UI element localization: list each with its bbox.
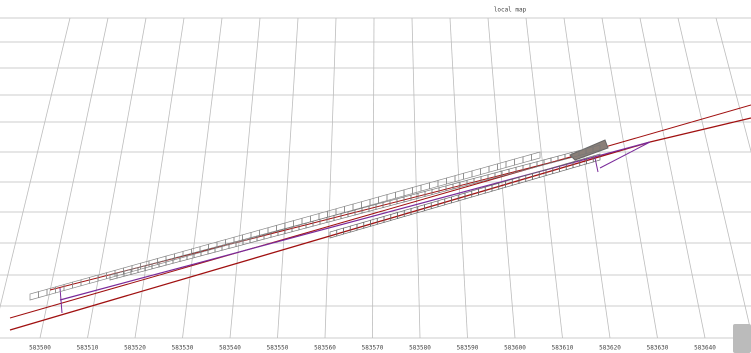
box <box>464 171 473 179</box>
box <box>532 152 541 160</box>
map-view: local map 583500 583510 583520 583530 583540… <box>0 0 751 353</box>
grid-line <box>602 18 658 338</box>
x-tick-label: 583510 <box>77 345 99 352</box>
lane-line <box>10 105 751 318</box>
box <box>421 183 430 191</box>
x-tick-label: 583590 <box>457 345 479 352</box>
grid-line <box>183 18 223 338</box>
box <box>523 154 532 162</box>
lane-line <box>60 142 650 300</box>
grid-line <box>325 18 336 338</box>
x-tick-label: 583540 <box>219 345 241 352</box>
grid-line <box>450 18 468 338</box>
box <box>413 185 422 193</box>
grid <box>0 18 751 338</box>
x-tick-label: 583610 <box>552 345 574 352</box>
grid-line <box>488 18 515 338</box>
box <box>515 157 524 165</box>
grid-line <box>678 18 751 338</box>
x-tick-label: 583600 <box>504 345 526 352</box>
x-axis: 583500 583510 583520 583530 583540 583550 5835… <box>29 345 716 352</box>
grid-line <box>230 18 260 338</box>
x-tick-label: 583580 <box>409 345 431 352</box>
x-tick-label: 583640 <box>694 345 716 352</box>
grid-line <box>373 18 375 338</box>
grid-line <box>278 18 299 338</box>
x-tick-label: 583550 <box>267 345 289 352</box>
box <box>39 289 48 297</box>
box <box>404 188 413 196</box>
box <box>498 161 507 169</box>
box <box>336 206 345 214</box>
grid-line <box>640 18 705 338</box>
grid-line <box>716 18 751 338</box>
box <box>47 287 56 295</box>
grid-line <box>564 18 610 338</box>
box <box>455 173 464 181</box>
box <box>447 176 456 184</box>
box <box>396 190 405 198</box>
box <box>175 251 184 259</box>
x-tick-label: 583620 <box>599 345 621 352</box>
grid-line <box>135 18 184 338</box>
box <box>489 164 498 172</box>
x-tick-label: 583500 <box>29 345 51 352</box>
x-tick-label: 583530 <box>172 345 194 352</box>
x-tick-label: 583520 <box>124 345 146 352</box>
x-tick-label: 583570 <box>362 345 384 352</box>
box <box>30 292 39 300</box>
lane-line <box>595 158 598 172</box>
x-tick-label: 583560 <box>314 345 336 352</box>
box <box>506 159 515 167</box>
box <box>472 169 481 177</box>
grid-line <box>412 18 420 338</box>
x-tick-label: 583630 <box>647 345 669 352</box>
button[interactable] <box>733 324 751 353</box>
grid-line <box>0 18 70 338</box>
box <box>481 166 490 174</box>
plot: local map 583500 583510 583520 583530 583540… <box>0 0 751 353</box>
grid-line <box>526 18 563 338</box>
plot-title: local map <box>494 7 527 14</box>
